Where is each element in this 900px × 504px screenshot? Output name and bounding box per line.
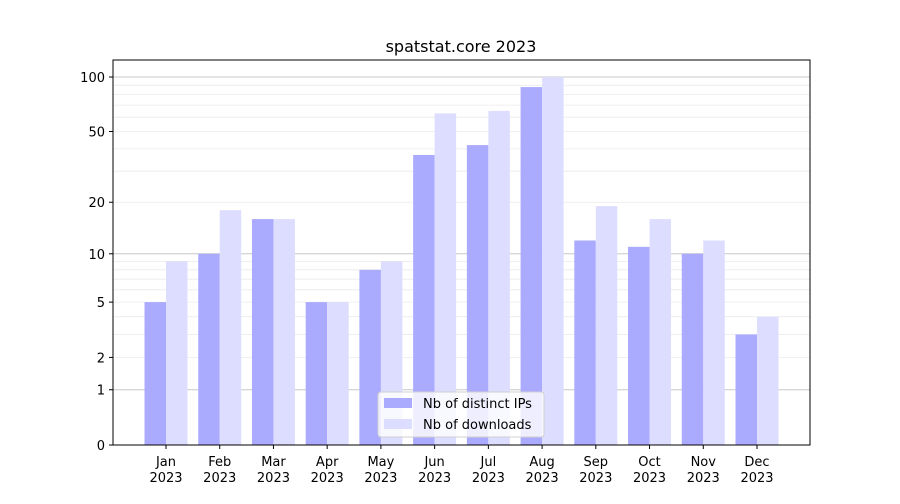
legend-box	[377, 391, 545, 438]
x-axis: Jan 2023 Feb 2023 Mar 2023 Apr 2023 May 2023 Jun 20…	[149, 445, 774, 486]
bar-distinct-ips	[735, 334, 757, 445]
bar-downloads	[703, 240, 725, 445]
bar-distinct-ips	[144, 302, 166, 445]
y-tick-label: 2	[97, 351, 105, 366]
y-tick-label: 100	[80, 71, 105, 86]
bar-downloads	[166, 261, 188, 445]
x-tick-label: Dec 2023	[740, 455, 773, 486]
legend-swatch	[384, 419, 412, 429]
y-tick-label: 0	[97, 439, 105, 454]
x-tick-label: Nov 2023	[687, 455, 720, 486]
y-tick-label: 20	[88, 196, 105, 211]
bar-downloads	[219, 210, 242, 445]
legend-swatch	[384, 398, 412, 408]
bar-distinct-ips	[520, 87, 543, 446]
x-tick-label: Sep 2023	[579, 455, 612, 486]
bar-downloads	[649, 219, 672, 445]
legend-label: Nb of distinct IPs	[423, 397, 532, 412]
chart-title: spatstat.core 2023	[386, 37, 537, 56]
legend-label: Nb of downloads	[423, 418, 532, 433]
bar-downloads	[757, 316, 779, 445]
bar-distinct-ips	[305, 302, 328, 445]
bar-downloads	[434, 113, 457, 446]
y-tick-label: 50	[88, 125, 105, 140]
x-tick-label: Jun 2023	[418, 455, 451, 486]
axes-frame	[112, 59, 811, 446]
x-tick-label: Jan 2023	[149, 455, 182, 486]
bar-downloads	[595, 206, 618, 445]
y-tick-label: 1	[97, 384, 105, 399]
x-tick-label: Aug 2023	[526, 455, 559, 486]
bar-distinct-ips	[198, 253, 220, 445]
x-tick-label: Jul 2023	[472, 455, 505, 486]
x-tick-label: Mar 2023	[257, 455, 290, 486]
y-tick-label: 5	[97, 296, 105, 311]
bar-distinct-ips	[359, 269, 381, 445]
x-tick-label: Oct 2023	[633, 455, 666, 486]
bar-downloads	[542, 77, 564, 445]
bar-downloads	[327, 302, 349, 445]
bar-distinct-ips	[681, 253, 704, 445]
bar-downloads	[273, 219, 295, 445]
bars	[144, 77, 779, 446]
bar-distinct-ips	[413, 154, 435, 445]
y-tick-label: 10	[88, 248, 105, 263]
y-axis: 0 1 2 5 10 20 50 100	[80, 71, 113, 454]
bar-downloads	[488, 110, 510, 445]
x-tick-label: Feb 2023	[203, 455, 236, 486]
bar-distinct-ips	[251, 219, 274, 445]
x-tick-label: May 2023	[364, 455, 397, 486]
x-tick-label: Apr 2023	[311, 455, 344, 486]
bar-distinct-ips	[574, 240, 596, 445]
bar-distinct-ips	[628, 246, 650, 445]
bar-distinct-ips	[466, 145, 489, 445]
legend: Nb of distinct IPs Nb of downloads	[377, 391, 545, 438]
